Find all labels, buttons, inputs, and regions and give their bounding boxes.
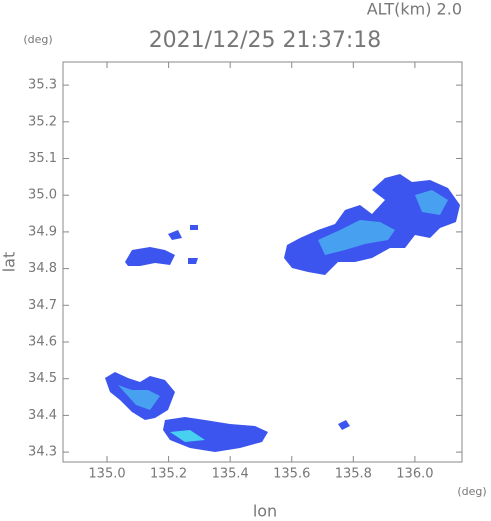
y-tick-label: 35.2: [28, 114, 57, 129]
y-tick-label: 35.0: [28, 188, 57, 203]
y-tick-label: 35.3: [28, 78, 57, 93]
y-axis-label: lat: [0, 252, 19, 273]
altitude-label: ALT(km) 2.0: [367, 0, 462, 19]
echo-south: [163, 417, 268, 452]
x-tick-label: 135.4: [212, 467, 249, 482]
y-tick-label: 34.9: [28, 224, 57, 239]
echo-south-core: [170, 430, 205, 442]
x-tick-label: 136.0: [396, 467, 433, 482]
x-tick-label: 135.2: [150, 467, 187, 482]
echo-east-small: [338, 420, 350, 430]
plot-frame: [62, 61, 463, 463]
x-tick-label: 135.8: [335, 467, 372, 482]
x-axis-label: lon: [253, 502, 277, 521]
x-unit: (deg): [457, 485, 486, 498]
echo-northeast-core: [318, 190, 448, 255]
y-tick-label: 34.5: [28, 371, 57, 386]
y-tick-label: 34.7: [28, 298, 57, 313]
chart-title: 2021/12/25 21:37:18: [149, 28, 382, 53]
y-tick-label: 34.6: [28, 335, 57, 350]
echo-southwest-core: [118, 385, 160, 410]
echo-west: [125, 225, 198, 266]
y-tick-label: 34.3: [28, 445, 57, 460]
x-tick-label: 135.0: [88, 467, 125, 482]
y-unit: (deg): [23, 33, 52, 46]
x-tick-label: 135.6: [273, 467, 310, 482]
y-tick-label: 35.1: [28, 151, 57, 166]
y-tick-label: 34.8: [28, 261, 57, 276]
echo-areas: [105, 174, 460, 452]
y-tick-label: 34.4: [28, 408, 57, 423]
